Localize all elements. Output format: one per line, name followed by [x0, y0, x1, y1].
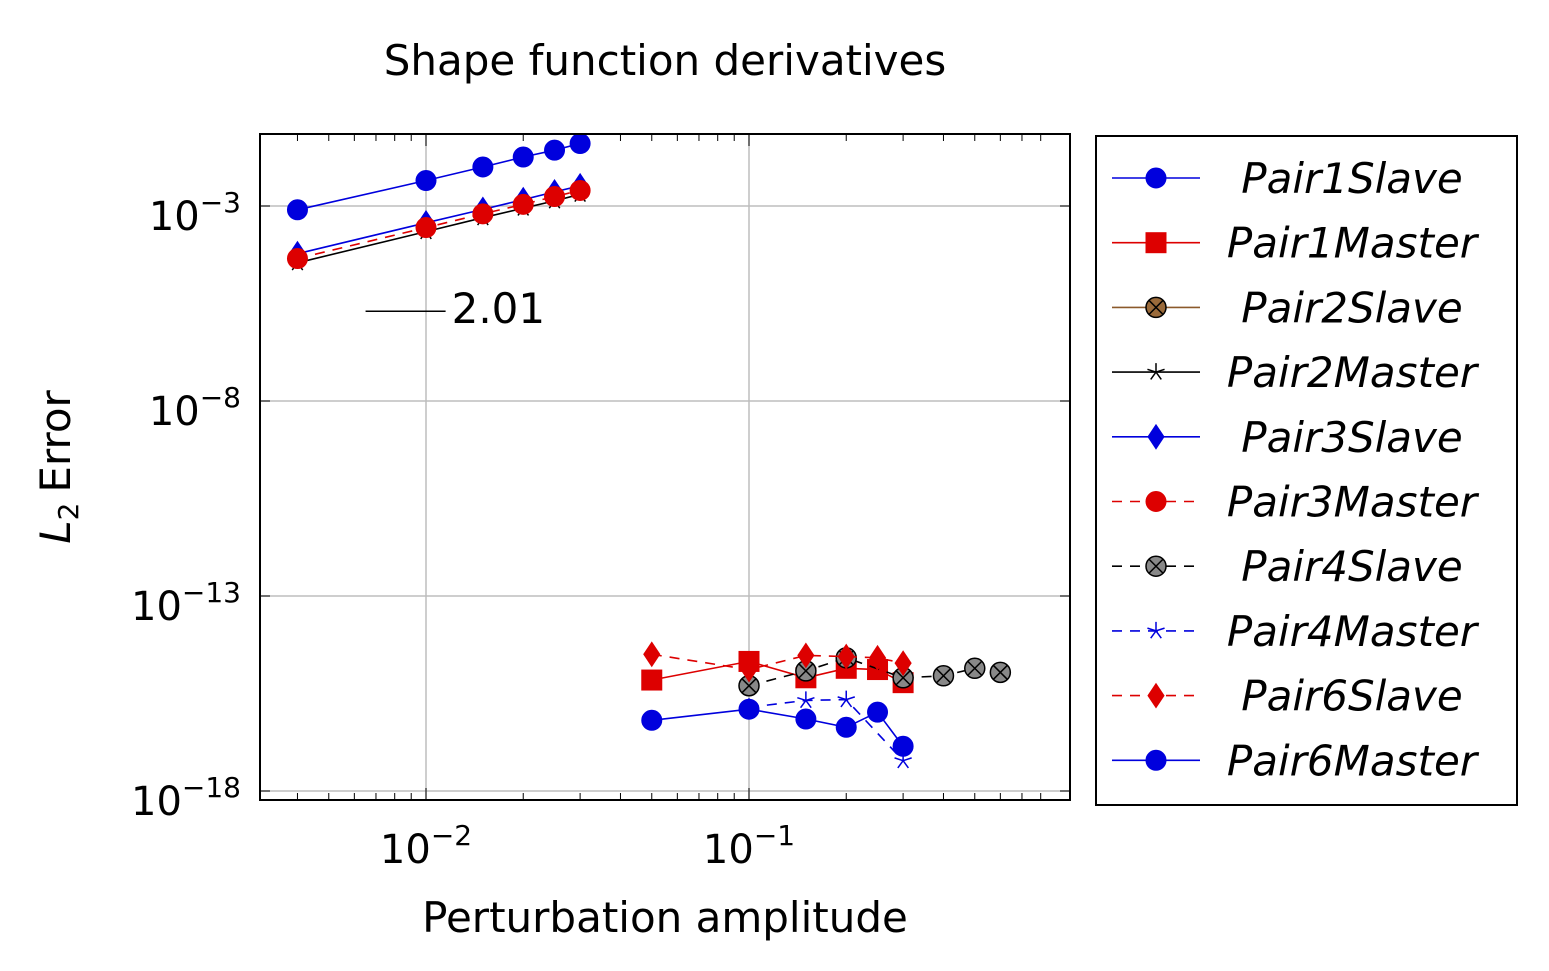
legend-item: Pair4Master [1112, 607, 1480, 656]
y-tick-label: 10−8 [149, 381, 241, 435]
legend: Pair1Slave Pair1Master Pair2Slave Pair2Mast… [1112, 154, 1480, 785]
data-point [286, 199, 308, 221]
series-layer [286, 133, 1012, 769]
data-point [867, 701, 889, 723]
series-line [297, 189, 581, 260]
data-point [740, 656, 758, 683]
y-axis-label: L2 Error [31, 389, 85, 543]
data-point [989, 661, 1012, 684]
legend-item: Pair2Master [1112, 348, 1480, 397]
series-Pair3Master [286, 179, 591, 270]
data-point [1147, 621, 1165, 639]
legend-item: Pair1Master [1112, 219, 1480, 268]
data-point [1147, 682, 1165, 709]
series-Pair6Master [641, 698, 914, 757]
legend-item: Pair1Slave [1112, 154, 1463, 203]
legend-label: Pair6Master [1227, 736, 1480, 785]
y-axis-symbol: L [31, 520, 80, 543]
data-point [472, 156, 494, 178]
data-point [1145, 491, 1167, 512]
data-point [797, 691, 815, 709]
data-point [964, 657, 986, 680]
legend-item: Pair6Master [1112, 736, 1480, 785]
legend-label: Pair2Slave [1241, 283, 1462, 332]
data-point [837, 690, 856, 708]
data-point [286, 248, 308, 270]
legend-item: Pair6Slave [1112, 672, 1463, 721]
legend-label: Pair3Master [1227, 478, 1480, 527]
data-point [1145, 167, 1167, 189]
legend-label: Pair3Slave [1241, 413, 1462, 462]
tick-marks [260, 134, 1070, 800]
series-Pair6Slave [643, 641, 912, 683]
legend-label: Pair1Master [1227, 219, 1480, 268]
series-line [297, 142, 581, 211]
data-point [643, 641, 661, 668]
x-tick-label: 10−1 [703, 819, 795, 873]
legend-label: Pair4Slave [1241, 542, 1462, 591]
data-point [795, 708, 817, 730]
legend-item: Pair2Slave [1112, 283, 1463, 332]
tick-labels: 10−2 10−1 10−3 10−8 10−13 10−18 [131, 186, 795, 873]
data-point [892, 735, 914, 757]
y-axis-text: Error [31, 389, 80, 492]
data-point [1145, 555, 1167, 577]
slope-annotation: 2.01 [365, 284, 546, 333]
plot-frame [259, 133, 1071, 801]
data-point [512, 146, 534, 168]
legend-label: Pair1Slave [1241, 154, 1462, 203]
data-point [415, 170, 437, 192]
data-point [569, 179, 591, 201]
data-point [472, 203, 494, 225]
series-Pair4Master [740, 690, 912, 769]
data-point [544, 139, 566, 161]
grid [260, 134, 1070, 800]
data-point [512, 193, 534, 215]
series-Pair1Slave [286, 133, 591, 221]
series-line [748, 698, 904, 762]
data-point [894, 650, 912, 677]
data-point [837, 643, 855, 670]
legend-label: Pair6Slave [1241, 672, 1462, 721]
slope-label: 2.01 [452, 284, 546, 333]
data-point [835, 716, 857, 738]
y-tick-label: 10−3 [149, 186, 241, 240]
data-point [868, 644, 887, 671]
series-Pair2Master [288, 185, 589, 271]
data-point [641, 709, 663, 731]
series-line [651, 653, 904, 671]
data-point [1145, 296, 1167, 319]
legend-label: Pair2Master [1227, 348, 1480, 397]
x-axis-label: Perturbation amplitude [422, 893, 908, 942]
series-line [651, 708, 904, 747]
y-tick-label: 10−13 [131, 576, 241, 630]
legend-item: Pair4Slave [1112, 542, 1463, 591]
series-line [651, 660, 904, 684]
data-point [797, 642, 815, 669]
y-axis-subscript: 2 [52, 503, 85, 521]
data-point [738, 698, 760, 720]
data-point [569, 133, 591, 155]
y-tick-label: 10−18 [131, 771, 241, 825]
data-point [1145, 232, 1167, 254]
legend-item: Pair3Slave [1112, 413, 1463, 462]
data-point [544, 186, 566, 208]
series-line [297, 185, 581, 255]
legend-label: Pair4Master [1227, 607, 1480, 656]
series-Pair3Slave [288, 172, 589, 267]
chart-title: Shape function derivatives [384, 36, 947, 85]
data-point [1145, 749, 1167, 771]
data-point [932, 665, 955, 687]
series-line [297, 193, 581, 264]
data-point [415, 217, 437, 239]
data-point [641, 669, 663, 691]
legend-item: Pair3Master [1112, 478, 1480, 527]
x-tick-label: 10−2 [380, 819, 472, 873]
data-point [1147, 423, 1165, 450]
data-point [1147, 363, 1165, 380]
